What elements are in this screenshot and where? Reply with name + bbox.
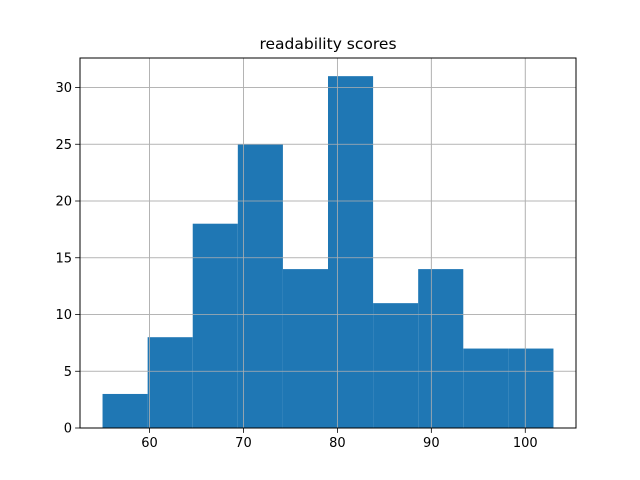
histogram-bar	[328, 76, 374, 428]
histogram-bar	[418, 269, 464, 428]
x-tick-label: 80	[329, 436, 346, 451]
y-tick-label: 15	[55, 251, 72, 266]
x-tick-label: 60	[141, 436, 158, 451]
histogram-bars	[102, 76, 554, 428]
histogram-bar	[508, 348, 554, 428]
y-tick-label: 30	[55, 81, 72, 96]
histogram-bar	[147, 337, 193, 428]
histogram-bar	[192, 223, 238, 428]
plot-frame	[79, 57, 577, 429]
histogram-bar	[373, 303, 419, 428]
y-tick-label: 10	[55, 308, 72, 323]
histogram-bar	[463, 348, 509, 428]
y-tick-label: 25	[55, 138, 72, 153]
x-tick-label: 90	[423, 436, 440, 451]
y-tick-label: 0	[64, 422, 72, 437]
y-tick-label: 5	[64, 365, 72, 380]
x-axis-ticks: 60 70 80 90 100	[141, 428, 538, 451]
histogram-bar	[102, 393, 148, 428]
chart-title: readability scores	[259, 35, 396, 53]
histogram-bar	[282, 269, 328, 428]
y-axis-ticks: 0 5 10 15 20 25 30	[55, 81, 80, 437]
x-tick-label: 70	[235, 436, 252, 451]
histogram-bar	[237, 144, 283, 428]
x-tick-label: 100	[513, 436, 538, 451]
y-tick-label: 20	[55, 195, 72, 210]
